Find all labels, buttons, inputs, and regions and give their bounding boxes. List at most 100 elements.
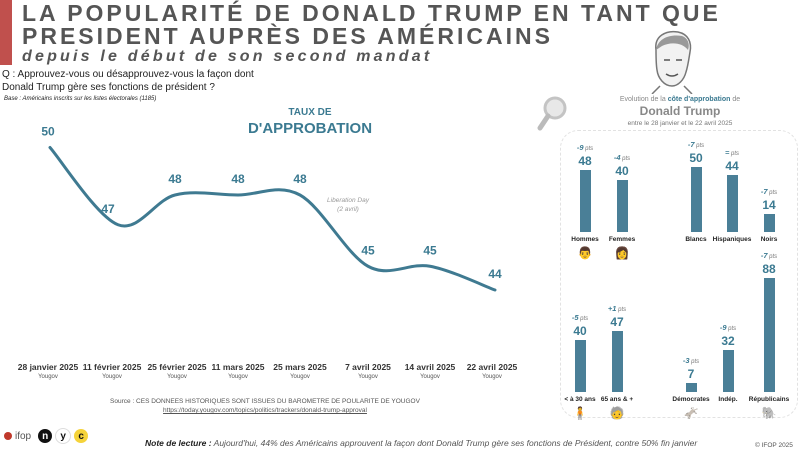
bar-value: 88 (762, 261, 776, 276)
donkey-icon: 🫏 (683, 406, 699, 420)
bar-delta: -9 pts (719, 323, 737, 333)
note-label: Note de lecture : (145, 438, 212, 448)
heading-highlight: côte d'approbation (667, 96, 731, 103)
x-tick-label: 11 février 2025 (82, 362, 142, 372)
page-subtitle: depuis le début de son second mandat (22, 48, 433, 65)
bar-value: 14 (762, 197, 776, 212)
page-title: LA POPULARITÉ DE DONALD TRUMP EN TANT QU… (22, 2, 721, 48)
approval-line (48, 146, 497, 292)
x-tick-source: Yougov (102, 374, 122, 380)
heading-suffix: de (730, 96, 741, 103)
bar-value: 47 (610, 314, 624, 329)
note-text: Aujourd'hui, 44% des Américains approuve… (211, 438, 698, 448)
data-label: 45 (361, 243, 375, 257)
bar-noirs (763, 213, 775, 232)
bar-démocrates (685, 382, 697, 392)
bar-delta: -4 pts (613, 153, 631, 162)
reading-note: Note de lecture : Aujourd'hui, 44% des A… (145, 438, 697, 448)
bar-label: Indép. (718, 396, 738, 403)
x-tick-source: Yougov (482, 374, 502, 380)
data-label: 45 (423, 243, 437, 257)
bar-delta: = pts (724, 147, 740, 157)
sample-base: Base : Américains inscrits sur les liste… (4, 96, 157, 102)
bar-indép- (722, 350, 734, 392)
breakdown-panel (560, 130, 798, 418)
liberation-day-annotation: Liberation Day (327, 197, 370, 204)
bar-label: Démocrates (672, 396, 710, 403)
bar-value: 32 (721, 334, 735, 349)
question-line-2: Donald Trump gère ses fonctions de prési… (2, 82, 215, 93)
chart-title-line-2: D'APPROBATION (247, 120, 373, 137)
n-logo: n (38, 429, 53, 443)
bar-delta: -9 pts (576, 142, 594, 152)
bar-label: Républicains (748, 396, 790, 403)
source-note: Source : CES DONNEES HISTORIQUES SONT IS… (0, 397, 530, 415)
man-icon: 👨 (577, 246, 593, 260)
bar-femmes (616, 180, 628, 232)
bar-value: 48 (578, 153, 592, 168)
x-tick-label: 14 avril 2025 (404, 362, 456, 372)
liberation-day-annotation: (2 avril) (337, 206, 359, 213)
c-logo: c (74, 429, 89, 443)
magnifier-icon (537, 96, 567, 131)
panel-name: Donald Trump (639, 104, 721, 118)
bar-républicains (763, 277, 775, 392)
copyright: © IFOP 2025 (755, 442, 793, 449)
survey-question: Q : Approuvez-vous ou désapprouvez-vous … (2, 68, 254, 94)
bar--ans (574, 340, 586, 392)
approval-line-chart: 50 47 48 48 48 45 45 44 Liberation Day (2 avril) (41, 125, 502, 292)
bar-value: 44 (725, 158, 739, 173)
bar-delta: -7 pts (760, 186, 778, 196)
x-tick-label: 22 avril 2025 (466, 362, 518, 372)
x-tick-label: 11 mars 2025 (211, 362, 265, 372)
bar-value: 40 (573, 324, 587, 338)
x-tick-source: Yougov (167, 374, 187, 380)
heading-prefix: Evolution de la (619, 96, 668, 103)
bar-delta: -3 pts (682, 355, 700, 365)
bar-label: < à 30 ans (564, 396, 596, 403)
logos: ifop n y c (4, 428, 89, 444)
chart-title-line-1: TAUX DE (288, 107, 332, 118)
bar-label: 65 ans & + (600, 396, 634, 403)
title-line-1: LA POPULARITÉ DE DONALD TRUMP EN TANT QU… (22, 0, 721, 26)
bar-delta: -5 pts (571, 313, 589, 322)
elephant-icon: 🐘 (761, 406, 777, 420)
y-logo: y (55, 428, 72, 444)
ifop-logo: ifop (15, 430, 32, 442)
bar--ans- (611, 330, 623, 392)
source-link[interactable]: https://today.yougov.com/topics/politics… (163, 407, 367, 414)
ifop-logo-dot (4, 432, 12, 440)
data-label: 48 (231, 172, 245, 186)
bar-label: Hispaniques (712, 236, 752, 243)
x-tick-source: Yougov (228, 374, 248, 380)
x-tick-source: Yougov (290, 374, 310, 380)
data-label: 48 (293, 172, 307, 186)
panel-heading: Evolution de la côte d'approbation de (560, 96, 800, 103)
bar-label: Hommes (571, 236, 599, 243)
bar-value: 50 (689, 151, 703, 165)
x-tick-label: 25 mars 2025 (273, 362, 327, 372)
bar-delta: +1 pts (607, 303, 627, 313)
woman-icon: 👩 (614, 246, 630, 260)
bar-blancs (690, 167, 702, 232)
bar-label: Femmes (608, 236, 636, 243)
x-tick-source: Yougov (358, 374, 378, 380)
title-line-2: PRESIDENT AUPRÈS DES AMÉRICAINS (22, 23, 553, 49)
bar-label: Noirs (760, 236, 778, 243)
data-label: 48 (168, 172, 182, 186)
x-tick-label: 7 avril 2025 (345, 362, 391, 372)
bar-value: 7 (687, 366, 695, 381)
bar-hispaniques (726, 174, 738, 232)
bar-hommes (579, 169, 591, 232)
data-label: 47 (101, 202, 115, 216)
source-text: Source : CES DONNEES HISTORIQUES SONT IS… (110, 398, 420, 405)
data-label: 44 (488, 267, 502, 281)
x-tick-source: Yougov (420, 374, 440, 380)
elderly-person-icon: 🧓 (609, 406, 625, 420)
bar-delta: -7 pts (687, 140, 705, 149)
bar-label: Blancs (685, 236, 707, 243)
young-person-icon: 🧍 (572, 406, 588, 420)
x-tick-source: Yougov (38, 374, 58, 380)
trump-portrait-icon (651, 30, 693, 94)
x-tick-label: 28 janvier 2025 (17, 362, 79, 372)
